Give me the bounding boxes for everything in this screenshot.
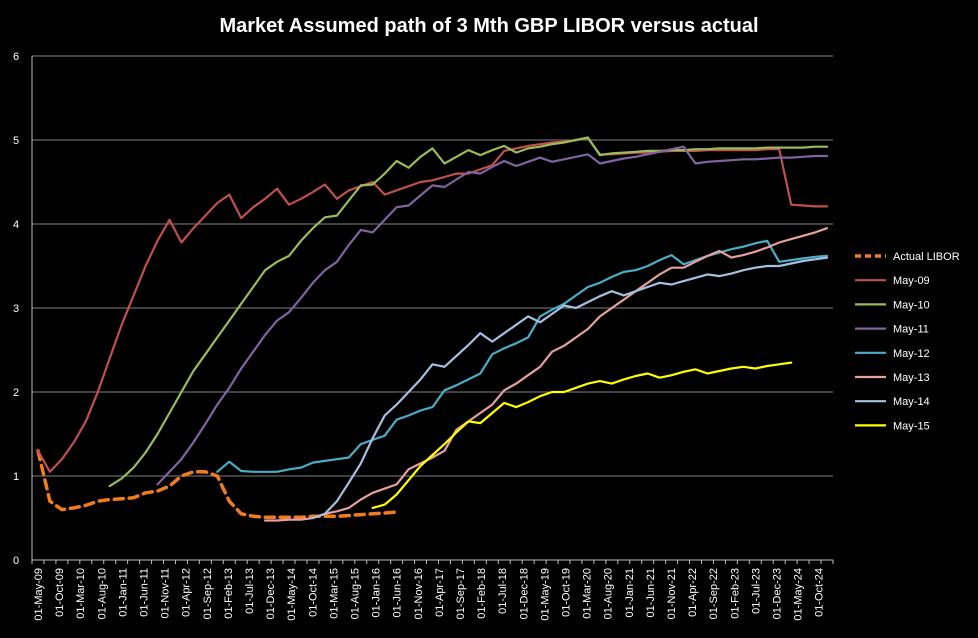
- y-tick-label: 6: [13, 51, 19, 63]
- x-tick-label: 01-Feb-18: [476, 568, 488, 619]
- y-tick-label: 3: [13, 303, 19, 315]
- axes: 0 1 2 3 4 5 6 01-May-09 01-Oct-09 01-Mar-10 01-Aug…: [13, 51, 834, 621]
- x-tick-label: 01-Aug-10: [96, 568, 108, 619]
- x-tick-label: 01-Apr-17: [434, 568, 446, 617]
- x-tick-label: 01-Oct-19: [561, 568, 573, 617]
- y-tick-label: 5: [13, 135, 19, 147]
- x-tick-label: 01-Mar-20: [582, 568, 594, 619]
- chart-title: Market Assumed path of 3 Mth GBP LIBOR v…: [219, 15, 758, 37]
- x-tick-label: 01-Jun-16: [392, 568, 404, 618]
- x-tick-label: 01-Jun-21: [645, 568, 657, 618]
- x-tick-label: 01-Jan-11: [117, 568, 129, 617]
- x-tick-label: 01-Jan-16: [371, 568, 383, 618]
- x-tick-label: 01-Apr-22: [687, 568, 699, 617]
- legend: Actual LIBOR May-09 May-10 May-11 May-12 May-…: [855, 251, 960, 432]
- series-line-may-10: [108, 136, 829, 488]
- x-tick-label: 01-Feb-23: [729, 568, 741, 619]
- legend-label: May-12: [893, 348, 930, 360]
- x-tick-label: 01-Jan-21: [624, 568, 636, 618]
- x-tick-label: 01-May-14: [286, 568, 298, 621]
- x-tick-label: 01-Nov-11: [160, 568, 172, 619]
- legend-label: May-09: [893, 275, 930, 287]
- gridlines: [32, 55, 833, 477]
- x-tick-label: 01-Dec-23: [772, 568, 784, 619]
- legend-label: May-15: [893, 420, 930, 432]
- x-tick-label: 01-Dec-18: [518, 568, 530, 619]
- x-tick-label: 01-May-19: [539, 568, 551, 621]
- series-line-actual-libor: [36, 449, 399, 519]
- x-tick-label: 01-Sep-12: [202, 568, 214, 619]
- x-tick-label: 01-Jul-18: [497, 568, 509, 614]
- series-line-may-15: [371, 361, 793, 509]
- y-tick-label: 4: [13, 219, 19, 231]
- x-tick-label: 01-Oct-14: [307, 568, 319, 617]
- x-tick-label: 01-Jul-13: [244, 568, 256, 614]
- series-line-may-12: [216, 239, 829, 473]
- y-tick-label: 0: [13, 555, 19, 567]
- legend-label: May-14: [893, 396, 930, 408]
- x-tick-label: 01-Aug-15: [349, 568, 361, 619]
- y-tick-label: 2: [13, 387, 19, 399]
- x-tick-label: 01-Dec-13: [265, 568, 277, 619]
- legend-label: Actual LIBOR: [893, 251, 960, 263]
- legend-label: May-10: [893, 299, 930, 311]
- series-line-may-13: [264, 227, 829, 522]
- series-lines: [36, 136, 829, 522]
- y-tick-label: 1: [13, 471, 19, 483]
- x-tick-label: 01-Feb-13: [223, 568, 235, 619]
- x-tick-label: 01-Apr-12: [181, 568, 193, 617]
- x-tick-label: 01-Mar-10: [75, 568, 87, 619]
- x-tick-label: 01-Jul-23: [750, 568, 762, 614]
- x-tick-label: 01-Sep-17: [455, 568, 467, 619]
- legend-label: May-13: [893, 372, 930, 384]
- legend-label: May-11: [893, 324, 929, 336]
- x-tick-label: 01-Aug-20: [603, 568, 615, 619]
- x-tick-label: 01-Mar-15: [328, 568, 340, 619]
- x-tick-label: 01-Jun-11: [138, 568, 150, 617]
- x-tick-label: 01-Sep-22: [708, 568, 720, 619]
- series-line-may-09: [36, 137, 829, 473]
- x-tick-label: 01-Oct-09: [54, 568, 66, 617]
- x-tick-label: 01-Nov-21: [666, 568, 678, 619]
- x-tick-label: 01-May-09: [33, 568, 45, 621]
- x-tick-label: 01-Oct-24: [814, 568, 826, 617]
- series-line-may-11: [156, 145, 829, 486]
- x-tick-label: 01-Nov-16: [413, 568, 425, 619]
- x-tick-label: 01-May-24: [793, 568, 805, 621]
- series-line-may-14: [311, 256, 829, 520]
